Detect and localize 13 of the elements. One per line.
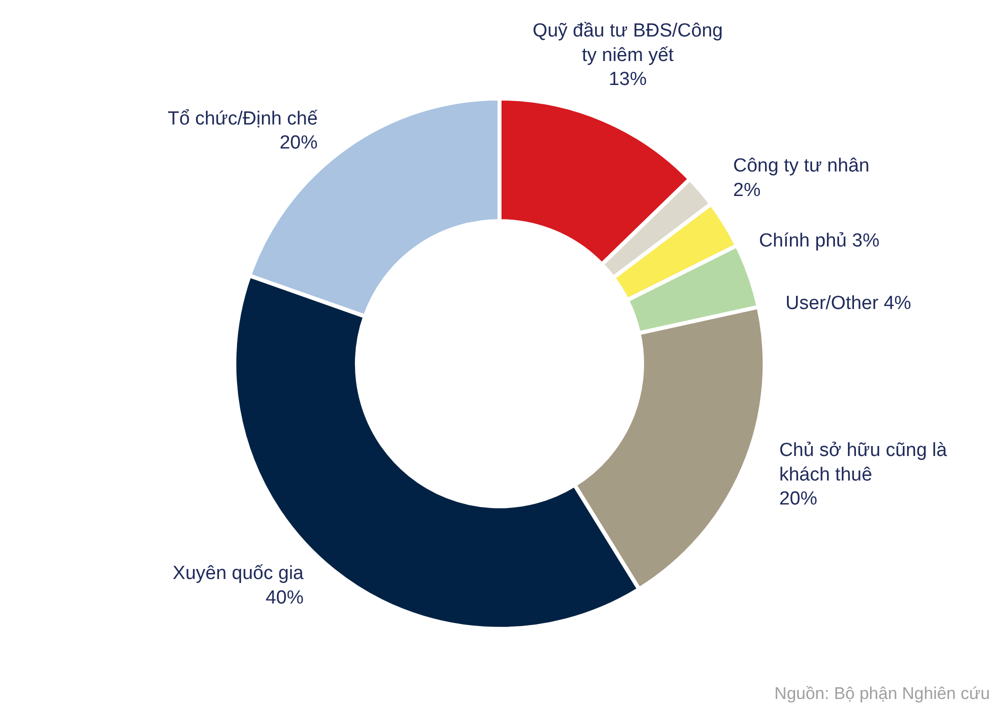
text: Nguồn: Bộ phận Nghiên cứu <box>774 684 990 703</box>
data-label: 40% <box>266 587 304 608</box>
slice-label: Công ty tư nhân <box>733 156 870 177</box>
data-label: 2% <box>733 180 761 201</box>
slice-label: Quỹ đầu tư BĐS/Công ty niêm yết <box>532 20 723 66</box>
data-label: 13% <box>608 69 647 90</box>
slice-label: Xuyên quốc gia <box>172 563 304 584</box>
slice-label: Chủ sở hữu cũng là khách thuê <box>779 440 948 486</box>
slice-label: Tổ chức/Định chế <box>168 108 318 130</box>
slice-label: Chính phủ 3% <box>759 230 880 252</box>
data-label: 20% <box>779 488 818 510</box>
data-label: 20% <box>280 132 318 154</box>
slice-label: User/Other 4% <box>786 293 912 314</box>
